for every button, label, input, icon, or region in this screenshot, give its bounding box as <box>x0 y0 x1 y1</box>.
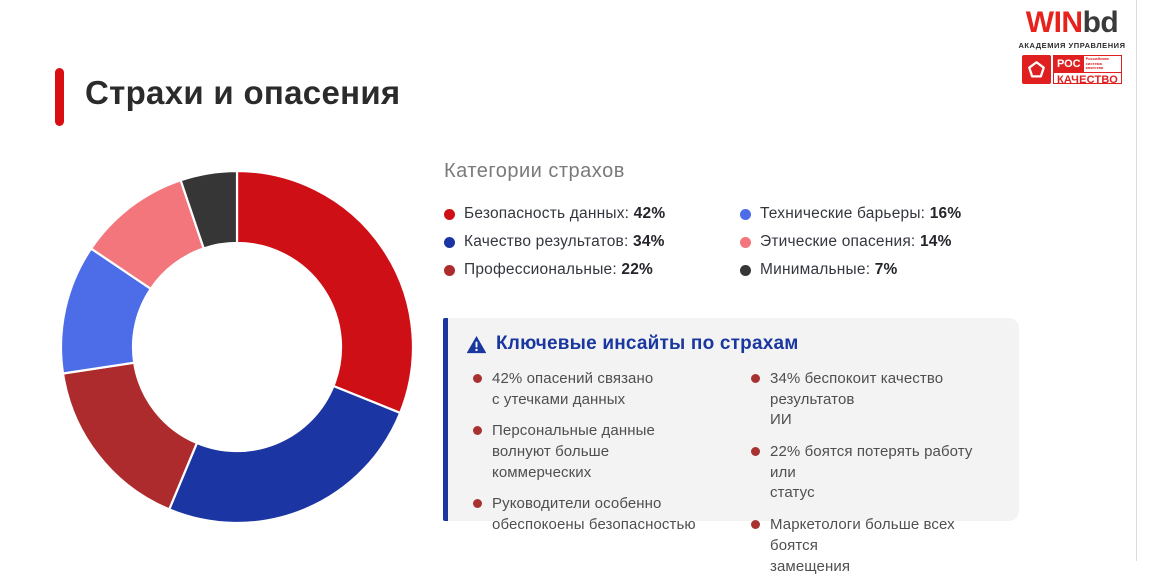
legend-item-3: Технические барьеры: 16% <box>740 205 1044 223</box>
insight-item: Маркетологи больше всех боятся замещения <box>751 515 1001 577</box>
chart-legend: Категории страхов Безопасность данных: 4… <box>444 160 1044 284</box>
warning-icon <box>466 335 487 353</box>
winbd-logo: WINbd <box>1016 8 1128 38</box>
insights-panel: Ключевые инсайты по страхам 42% опасений… <box>443 318 1019 575</box>
page-title: Страхи и опасения <box>85 74 401 111</box>
donut-segment-2 <box>61 361 199 511</box>
donut-chart-area <box>47 157 427 537</box>
legend-item-5: Минимальные: 7% <box>740 261 1044 279</box>
roskachestvo-kachestvo: КАЧЕСТВО <box>1053 71 1122 87</box>
legend-item-4: Этические опасения: 14% <box>740 233 1044 251</box>
legend-label: Качество результатов: 34% <box>464 233 665 250</box>
donut-chart <box>59 169 415 525</box>
roskachestvo-text: РОС Российская система качества КАЧЕСТВО <box>1052 55 1123 87</box>
insight-text: Персональные данные волнуют больше комме… <box>492 422 655 481</box>
legend-dot <box>740 208 751 220</box>
winbd-logo-win: WIN <box>1025 6 1083 39</box>
insights-col-0: 42% опасений связано с утечками данных Пе… <box>473 369 725 588</box>
insights-col-1: 34% беспокоит качество результатов ИИ 22%… <box>751 369 1001 588</box>
legend-label: Профессиональные: 22% <box>464 261 653 278</box>
legend-dot <box>740 264 751 276</box>
roskachestvo-tagline: Российская система качества <box>1085 56 1109 71</box>
insight-text: 22% боятся потерять работу или статус <box>770 443 973 502</box>
legend-dot <box>740 236 751 248</box>
legend-dot <box>444 236 455 248</box>
legend-item-0: Безопасность данных: 42% <box>444 205 740 223</box>
bullet-dot <box>473 499 482 509</box>
insight-item: Руководители особенно обеспокоены безопа… <box>473 494 725 535</box>
insight-item: 34% беспокоит качество результатов ИИ <box>751 369 1001 431</box>
legend-label: Технические барьеры: 16% <box>760 205 962 222</box>
insight-item: 22% боятся потерять работу или статус <box>751 442 1001 504</box>
winbd-logo-bd: bd <box>1082 6 1119 39</box>
legend-label: Безопасность данных: 42% <box>464 205 666 222</box>
donut-segment-5 <box>179 169 239 250</box>
logo-block: WINbd АКАДЕМИЯ УПРАВЛЕНИЯ РОС Российская… <box>1016 8 1128 87</box>
insight-text: 34% беспокоит качество результатов ИИ <box>770 370 944 429</box>
donut-segment-1 <box>168 384 402 525</box>
legend-dot <box>444 264 455 276</box>
legend-items: Безопасность данных: 42% Качество результ… <box>444 200 1044 284</box>
legend-dot <box>444 208 455 220</box>
bullet-dot <box>751 520 760 530</box>
insight-text: Маркетологи больше всех боятся замещения <box>770 516 955 575</box>
insights-title: Ключевые инсайты по страхам <box>496 333 799 354</box>
roskachestvo-logo: РОС Российская система качества КАЧЕСТВО <box>1021 55 1123 87</box>
bullet-dot <box>751 447 760 457</box>
legend-title: Категории страхов <box>444 160 625 182</box>
legend-item-1: Качество результатов: 34% <box>444 233 740 251</box>
slide-edge-divider <box>1136 0 1137 561</box>
bullet-dot <box>473 426 482 436</box>
legend-item-2: Профессиональные: 22% <box>444 261 740 279</box>
legend-label: Этические опасения: 14% <box>760 233 952 250</box>
legend-label: Минимальные: 7% <box>760 261 898 278</box>
insights-columns: 42% опасений связано с утечками данных Пе… <box>466 369 1001 588</box>
insight-text: 42% опасений связано с утечками данных <box>492 370 654 408</box>
roskachestvo-ros: РОС <box>1053 56 1084 72</box>
title-accent-bar <box>55 68 64 126</box>
bullet-dot <box>473 374 482 383</box>
pentagon-icon <box>1021 55 1051 84</box>
insights-header: Ключевые инсайты по страхам <box>466 333 1001 355</box>
slide: { "colors": { "accent_red": "#d90d12", "… <box>47 0 1137 575</box>
roskachestvo-top-row: РОС Российская система качества <box>1053 56 1121 72</box>
academy-subtitle: АКАДЕМИЯ УПРАВЛЕНИЯ <box>1018 41 1126 50</box>
donut-segment-0 <box>235 169 415 415</box>
insight-text: Руководители особенно обеспокоены безопа… <box>492 495 696 534</box>
insight-item: 42% опасений связано с утечками данных <box>473 369 725 410</box>
insight-item: Персональные данные волнуют больше комме… <box>473 421 725 483</box>
bullet-dot <box>751 374 760 383</box>
